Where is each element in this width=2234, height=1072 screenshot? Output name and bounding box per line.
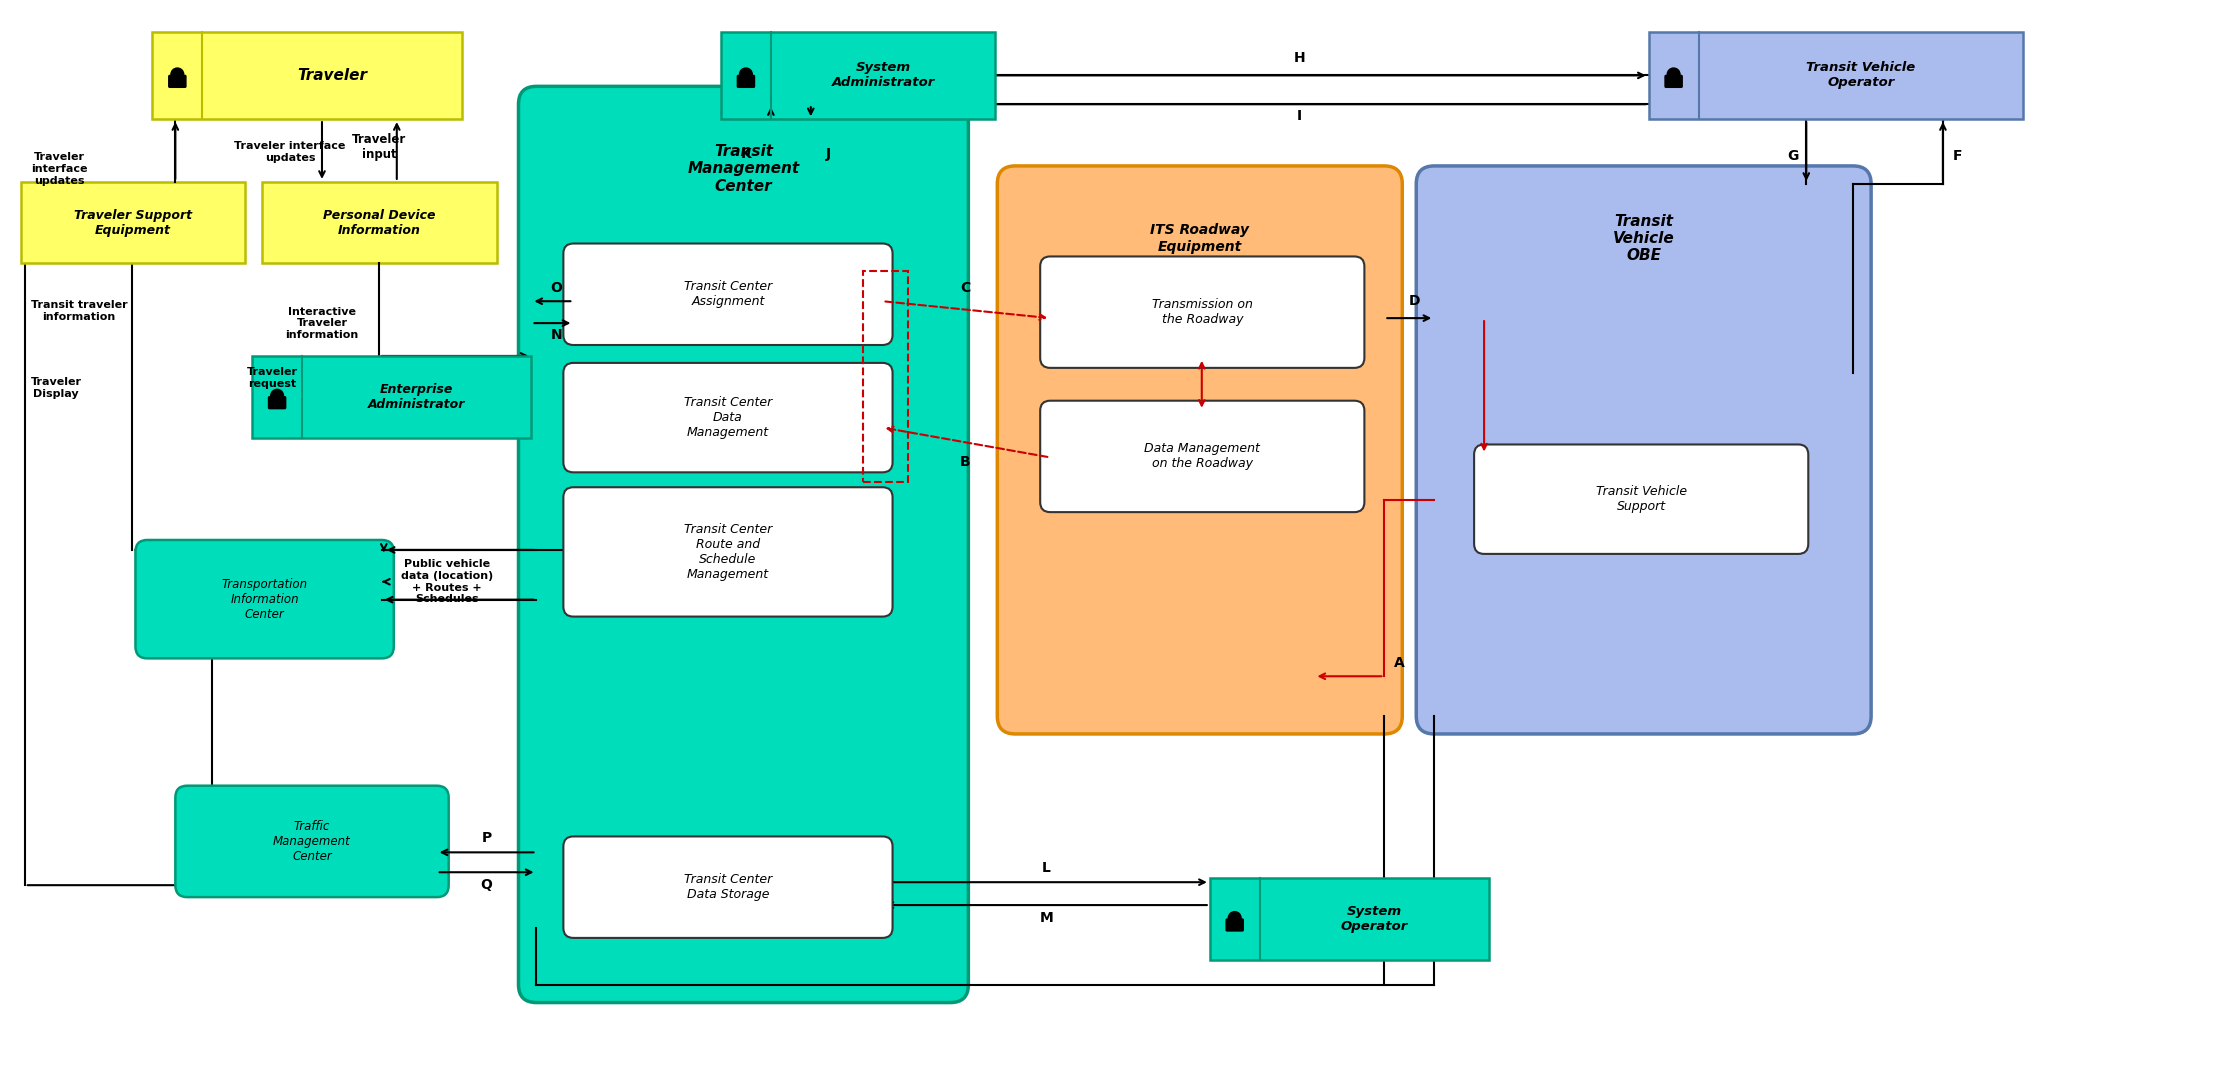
Text: G: G bbox=[1787, 149, 1798, 163]
Text: Interactive
Traveler
information: Interactive Traveler information bbox=[286, 307, 360, 340]
FancyBboxPatch shape bbox=[1474, 445, 1807, 554]
Text: P: P bbox=[483, 832, 491, 846]
FancyBboxPatch shape bbox=[996, 166, 1403, 734]
Text: Transit
Vehicle
OBE: Transit Vehicle OBE bbox=[1613, 213, 1676, 264]
FancyBboxPatch shape bbox=[268, 397, 286, 408]
Text: Transit
Management
Center: Transit Management Center bbox=[688, 144, 800, 194]
Text: Transit Center
Data
Management: Transit Center Data Management bbox=[684, 397, 773, 440]
FancyBboxPatch shape bbox=[1041, 256, 1365, 368]
FancyBboxPatch shape bbox=[563, 363, 894, 473]
FancyBboxPatch shape bbox=[1664, 75, 1682, 87]
Text: H: H bbox=[1293, 51, 1305, 65]
Bar bbox=[722, 32, 996, 119]
FancyBboxPatch shape bbox=[563, 836, 894, 938]
FancyBboxPatch shape bbox=[1041, 401, 1365, 512]
FancyBboxPatch shape bbox=[563, 243, 894, 345]
Text: Public vehicle
data (location)
+ Routes +
Schedules: Public vehicle data (location) + Routes … bbox=[400, 560, 494, 605]
Text: Data Management
on the Roadway: Data Management on the Roadway bbox=[1144, 443, 1260, 471]
Text: Traveler
request: Traveler request bbox=[248, 367, 297, 389]
Circle shape bbox=[172, 68, 183, 80]
Text: Personal Device
Information: Personal Device Information bbox=[324, 209, 436, 237]
Text: B: B bbox=[961, 456, 972, 470]
Text: F: F bbox=[1953, 149, 1964, 163]
Bar bbox=[1649, 32, 2022, 119]
Bar bbox=[152, 32, 462, 119]
FancyBboxPatch shape bbox=[737, 75, 755, 87]
FancyBboxPatch shape bbox=[170, 75, 185, 87]
Text: Traveler
input: Traveler input bbox=[353, 133, 407, 161]
Bar bbox=[20, 182, 246, 264]
Bar bbox=[261, 182, 496, 264]
FancyBboxPatch shape bbox=[1416, 166, 1872, 734]
FancyBboxPatch shape bbox=[518, 87, 967, 1002]
Text: System
Operator: System Operator bbox=[1340, 905, 1407, 933]
Text: L: L bbox=[1041, 861, 1050, 875]
FancyBboxPatch shape bbox=[1226, 919, 1244, 930]
Text: Transit Center
Route and
Schedule
Management: Transit Center Route and Schedule Manage… bbox=[684, 523, 773, 581]
Bar bbox=[1211, 878, 1490, 959]
Circle shape bbox=[1667, 68, 1680, 80]
Text: Q: Q bbox=[480, 878, 491, 892]
Text: Enterprise
Administrator: Enterprise Administrator bbox=[369, 383, 465, 411]
Text: Traveler Support
Equipment: Traveler Support Equipment bbox=[74, 209, 192, 237]
Text: Traveler interface
updates: Traveler interface updates bbox=[235, 142, 346, 163]
Text: C: C bbox=[961, 281, 970, 295]
FancyBboxPatch shape bbox=[136, 540, 393, 658]
FancyBboxPatch shape bbox=[174, 786, 449, 897]
Bar bbox=[252, 356, 532, 437]
Text: J: J bbox=[827, 147, 831, 161]
Text: Transit Vehicle
Support: Transit Vehicle Support bbox=[1595, 486, 1687, 513]
Text: Transmission on
the Roadway: Transmission on the Roadway bbox=[1153, 298, 1253, 326]
Text: Transit Center
Assignment: Transit Center Assignment bbox=[684, 280, 773, 309]
Text: A: A bbox=[1394, 656, 1405, 670]
Text: Transit Vehicle
Operator: Transit Vehicle Operator bbox=[1805, 61, 1915, 89]
Circle shape bbox=[739, 68, 753, 80]
Text: Transit traveler
information: Transit traveler information bbox=[31, 300, 127, 322]
FancyBboxPatch shape bbox=[563, 488, 894, 616]
Text: O: O bbox=[550, 281, 563, 295]
Text: K: K bbox=[739, 147, 751, 161]
Circle shape bbox=[1229, 911, 1242, 924]
Text: Transit Center
Data Storage: Transit Center Data Storage bbox=[684, 874, 773, 902]
Text: Transportation
Information
Center: Transportation Information Center bbox=[221, 578, 308, 621]
Text: I: I bbox=[1298, 109, 1302, 123]
Text: Traveler
interface
updates: Traveler interface updates bbox=[31, 152, 87, 185]
Text: Traveler: Traveler bbox=[297, 68, 366, 83]
Text: System
Administrator: System Administrator bbox=[831, 61, 934, 89]
Text: N: N bbox=[550, 328, 563, 342]
Text: Traffic
Management
Center: Traffic Management Center bbox=[273, 820, 351, 863]
Text: M: M bbox=[1039, 911, 1052, 925]
Text: D: D bbox=[1407, 294, 1421, 309]
Text: Traveler
Display: Traveler Display bbox=[31, 377, 83, 399]
Text: ITS Roadway
Equipment: ITS Roadway Equipment bbox=[1151, 223, 1249, 254]
Circle shape bbox=[270, 389, 284, 402]
